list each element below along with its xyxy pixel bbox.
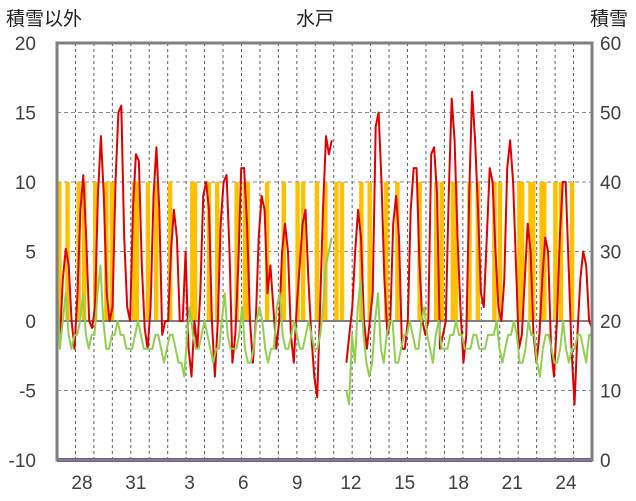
snow-bar [339, 182, 345, 321]
y-right-tick-label: 20 [600, 312, 621, 333]
x-tick-label: 24 [555, 473, 577, 494]
snow-bar [519, 182, 525, 321]
y-left-tick-label: 15 [15, 104, 36, 125]
snow-bar [109, 182, 115, 321]
snow-bar [206, 182, 212, 321]
snow-bar [314, 182, 320, 321]
snow-bar [81, 182, 87, 321]
snow-bar [190, 182, 195, 321]
snow-bar [323, 182, 328, 321]
snow-bar [192, 182, 198, 321]
right-axis-title: 積雪 [590, 8, 629, 30]
y-right-tick-label: 30 [600, 243, 621, 264]
snow-bar [558, 182, 564, 321]
snow-bar [300, 182, 306, 321]
snow-bar [492, 182, 497, 321]
snow-bar [264, 182, 270, 321]
y-left-tick-label: -5 [19, 382, 36, 403]
snow-bar [517, 182, 522, 321]
y-left-tick-label: 20 [15, 34, 36, 55]
x-tick-label: 18 [448, 473, 469, 494]
snow-bar [93, 182, 98, 321]
y-left-tick-label: 10 [15, 173, 36, 194]
snow-bar [234, 182, 239, 321]
y-left-tick-label: 5 [25, 243, 36, 264]
x-tick-label: 12 [340, 473, 361, 494]
snow-bar [154, 182, 159, 321]
snow-bar [531, 182, 536, 321]
y-left-tick-label: 0 [25, 312, 36, 333]
y-right-tick-label: 10 [600, 382, 621, 403]
left-axis-title: 積雪以外 [6, 8, 83, 30]
snow-bar [334, 182, 339, 321]
chart-title: 水戸 [296, 8, 335, 30]
snow-bar [295, 182, 300, 321]
snow-bar [145, 182, 151, 321]
snow-bar [467, 182, 472, 321]
snow-bar [215, 182, 220, 321]
snow-bar [450, 182, 456, 321]
x-tick-label: 21 [502, 473, 523, 494]
y-right-tick-label: 60 [600, 34, 621, 55]
y-right-tick-label: 0 [600, 451, 611, 472]
snow-bar [433, 182, 439, 321]
snow-bar [539, 182, 544, 321]
snow-bar [497, 182, 503, 321]
plot-frame [55, 41, 594, 462]
snow-bar [475, 182, 481, 321]
y-right-tick-label: 50 [600, 104, 621, 125]
snow-bar [569, 182, 575, 321]
snow-bar [395, 182, 400, 321]
x-tick-label: 31 [125, 473, 146, 494]
snow-bar [453, 182, 458, 321]
snow-bar [131, 182, 137, 321]
x-tick-label: 3 [184, 473, 195, 494]
snow-bar [134, 182, 140, 321]
snow-bar [281, 182, 286, 321]
snow-bar [384, 182, 389, 321]
snow-bar [439, 182, 444, 321]
snow-bar [65, 182, 70, 321]
series-line-1 [56, 237, 592, 406]
snow-bar [367, 182, 372, 321]
x-tick-label: 6 [238, 473, 249, 494]
snow-bar [57, 182, 62, 321]
snow-bar [553, 182, 558, 321]
x-tick-label: 9 [292, 473, 303, 494]
y-left-tick-label: -10 [9, 451, 36, 472]
x-tick-label: 15 [394, 473, 415, 494]
y-right-tick-label: 40 [600, 173, 621, 194]
x-tick-label: 28 [71, 473, 92, 494]
snow-bar [242, 182, 248, 321]
